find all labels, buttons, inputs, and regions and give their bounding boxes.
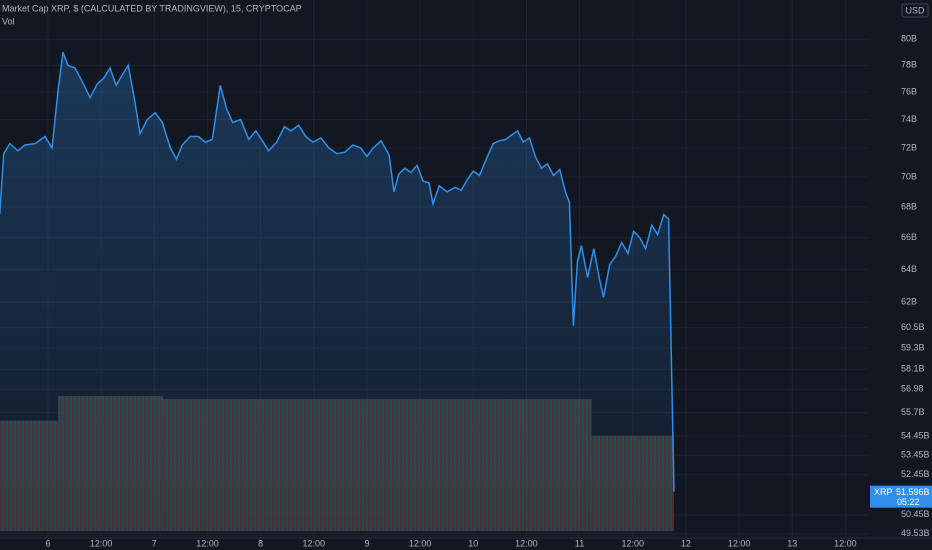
x-tick-label: 7	[152, 538, 157, 548]
y-tick-label: 66B	[901, 232, 917, 242]
y-tick-label: 80B	[901, 34, 917, 44]
currency-box	[901, 3, 929, 18]
x-tick-label: 12:00	[728, 538, 751, 548]
price-axis	[868, 0, 932, 550]
x-tick-label: 12:00	[409, 538, 432, 548]
area	[0, 52, 674, 538]
x-tick-label: 12:00	[621, 538, 644, 548]
y-tick-label: 56.98	[901, 384, 924, 394]
x-tick-label: 12:00	[303, 538, 326, 548]
last-price-box	[870, 485, 932, 508]
chart-title: Market Cap XRP, $ (CALCULATED BY TRADING…	[2, 3, 302, 13]
y-tick-label: 55.7B	[901, 407, 925, 417]
x-tick-label: 11	[575, 538, 584, 548]
last-price-value: 51.596B	[896, 487, 930, 497]
y-tick-label: 76B	[901, 87, 917, 97]
y-tick-label: 70B	[901, 171, 917, 181]
x-tick-label: 12	[681, 538, 691, 548]
y-tick-label: 52.45B	[901, 469, 930, 479]
y-tick-label: 60.5B	[901, 322, 925, 332]
y-tick-label: 59.3B	[901, 342, 925, 352]
y-tick-label: 49.53B	[901, 528, 930, 538]
y-tick-label: 53.45B	[901, 450, 930, 460]
countdown: 05:22	[897, 497, 920, 507]
x-tick-label: 6	[45, 538, 50, 548]
x-tick-label: 12:00	[90, 538, 113, 548]
x-tick-label: 8	[258, 538, 263, 548]
x-tick-label: 9	[364, 538, 369, 548]
y-tick-label: 58.1B	[901, 364, 925, 374]
y-tick-label: 50.45B	[901, 509, 930, 519]
y-tick-label: 64B	[901, 264, 917, 274]
x-tick-label: 12:00	[834, 538, 857, 548]
y-tick-label: 72B	[901, 142, 917, 152]
y-tick-label: 54.45B	[901, 431, 930, 441]
x-tick-label: 12:00	[515, 538, 538, 548]
y-tick-label: 74B	[901, 114, 917, 124]
y-tick-label: 62B	[901, 297, 917, 307]
indicator-label: Vol	[2, 16, 15, 26]
x-tick-label: 10	[468, 538, 478, 548]
y-tick-label: 68B	[901, 201, 917, 211]
price-line	[0, 51, 675, 492]
y-tick-label: 78B	[901, 60, 917, 70]
currency-label: USD	[905, 5, 925, 15]
x-tick-label: 12:00	[196, 538, 219, 548]
x-tick-label: 13	[787, 538, 797, 548]
last-price-symbol: XRP	[874, 487, 893, 497]
